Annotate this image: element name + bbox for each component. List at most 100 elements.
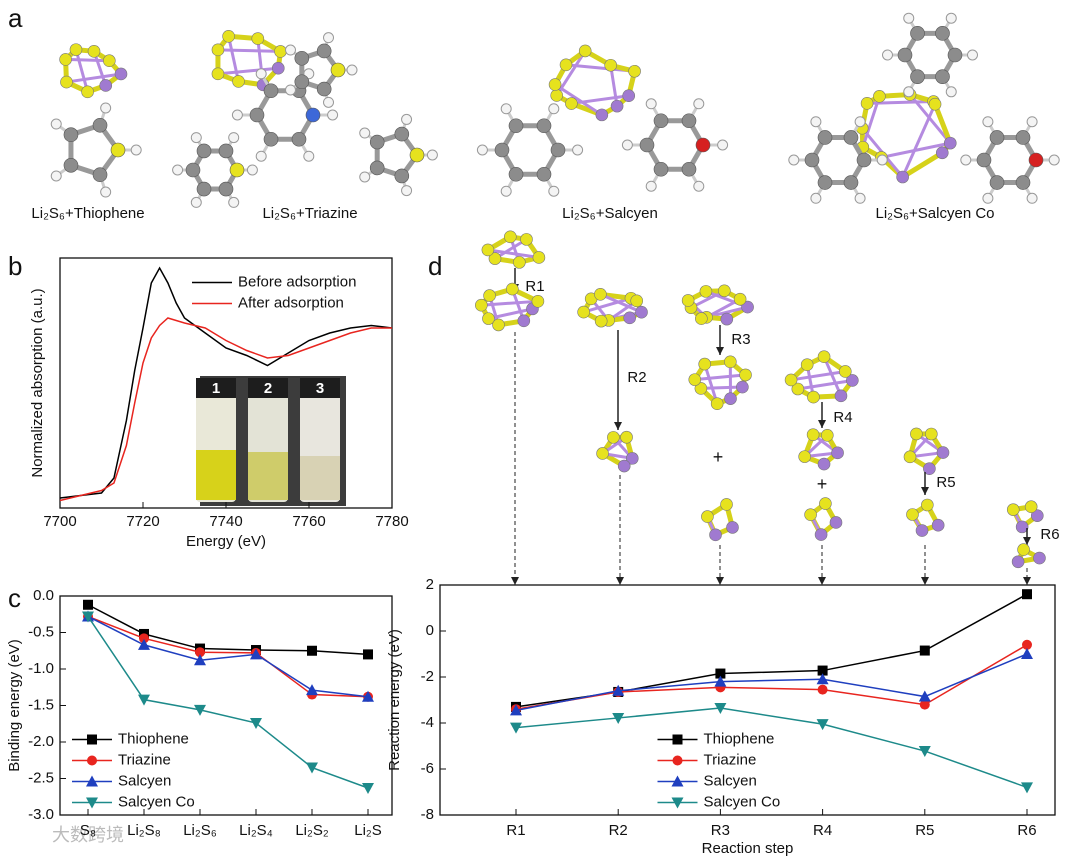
y-tick-label: -4 [421, 714, 434, 731]
atom [264, 132, 278, 146]
atom [370, 135, 384, 149]
atom [264, 84, 278, 98]
atom [1016, 176, 1030, 190]
atom [818, 176, 832, 190]
atom [631, 295, 643, 307]
arrow-head [616, 577, 624, 585]
legend-label: Salcyen [704, 772, 757, 789]
marker [673, 735, 683, 745]
atom [131, 145, 141, 155]
inset-label: 2 [264, 380, 272, 397]
atom [618, 460, 630, 472]
atom [990, 176, 1004, 190]
marker [1021, 648, 1033, 659]
atom [607, 431, 619, 443]
atom [578, 306, 590, 318]
molecule [906, 499, 944, 537]
marker [920, 646, 930, 656]
atom [932, 519, 944, 531]
atom [835, 390, 847, 402]
atom [475, 299, 487, 311]
atom [88, 45, 100, 57]
reaction-label: R3 [731, 331, 750, 348]
atom [718, 285, 730, 297]
x-tick-label: 7740 [209, 513, 242, 530]
x-tick-label: R6 [1017, 822, 1036, 839]
atom [60, 76, 72, 88]
atom [64, 158, 78, 172]
molecule [701, 498, 738, 540]
atom [844, 176, 858, 190]
y-axis-label: Reaction energy (eV) [386, 629, 403, 771]
molecule [549, 45, 641, 121]
series-line [88, 605, 368, 655]
y-tick-label: 2 [426, 576, 434, 593]
y-tick-label: -1.0 [28, 660, 54, 677]
atom [689, 374, 701, 386]
atom [274, 45, 286, 57]
atom [1027, 193, 1037, 203]
atom [818, 458, 830, 470]
structure-label: Li₂S₆+Salcyen Co [875, 205, 994, 222]
panel-label: d [428, 251, 442, 281]
atom [285, 45, 295, 55]
x-tick-label: S₈ [80, 822, 96, 839]
atom [977, 153, 991, 167]
atom [701, 511, 713, 523]
y-axis-label: Binding energy (eV) [6, 639, 23, 772]
marker [1022, 589, 1032, 599]
atom [785, 374, 797, 386]
x-tick-label: Li₂S [354, 822, 382, 839]
atom [509, 119, 523, 133]
y-tick-label: -8 [421, 806, 434, 823]
ring [789, 117, 887, 204]
atom [936, 70, 950, 84]
molecule [578, 288, 648, 327]
series-line [88, 616, 368, 696]
atom [520, 233, 532, 245]
marker [673, 756, 683, 766]
atom [811, 193, 821, 203]
atom [482, 244, 494, 256]
molecule [60, 44, 127, 98]
legend-label: Triazine [704, 751, 757, 768]
legend-label: Triazine [118, 751, 171, 768]
x-tick-label: R2 [609, 822, 628, 839]
atom [898, 48, 912, 62]
atom [736, 381, 748, 393]
atom [699, 358, 711, 370]
atom [537, 167, 551, 181]
atom [946, 13, 956, 23]
reaction-label: R1 [525, 278, 544, 295]
marker [362, 783, 374, 794]
atom [197, 182, 211, 196]
atom [654, 114, 668, 128]
atom [549, 104, 559, 114]
atom [832, 447, 844, 459]
atom [936, 26, 950, 40]
molecule [1007, 501, 1043, 533]
atom [230, 163, 244, 177]
atom [324, 33, 334, 43]
x-tick-label: 7720 [126, 513, 159, 530]
atom [911, 70, 925, 84]
atom [402, 186, 412, 196]
atom [484, 290, 496, 302]
series-line [516, 708, 1027, 787]
atom [370, 161, 384, 175]
marker [250, 718, 262, 729]
atom [734, 293, 746, 305]
atom [506, 283, 518, 295]
arrow-head [511, 577, 519, 585]
atom [921, 499, 933, 511]
atom [855, 193, 865, 203]
atom [682, 294, 694, 306]
y-tick-label: -2.0 [28, 733, 54, 750]
atom [518, 315, 530, 327]
x-tick-label: R5 [915, 822, 934, 839]
atom [740, 369, 752, 381]
atom [256, 151, 266, 161]
atom [191, 197, 201, 207]
atom [654, 162, 668, 176]
molecule [1012, 544, 1045, 568]
